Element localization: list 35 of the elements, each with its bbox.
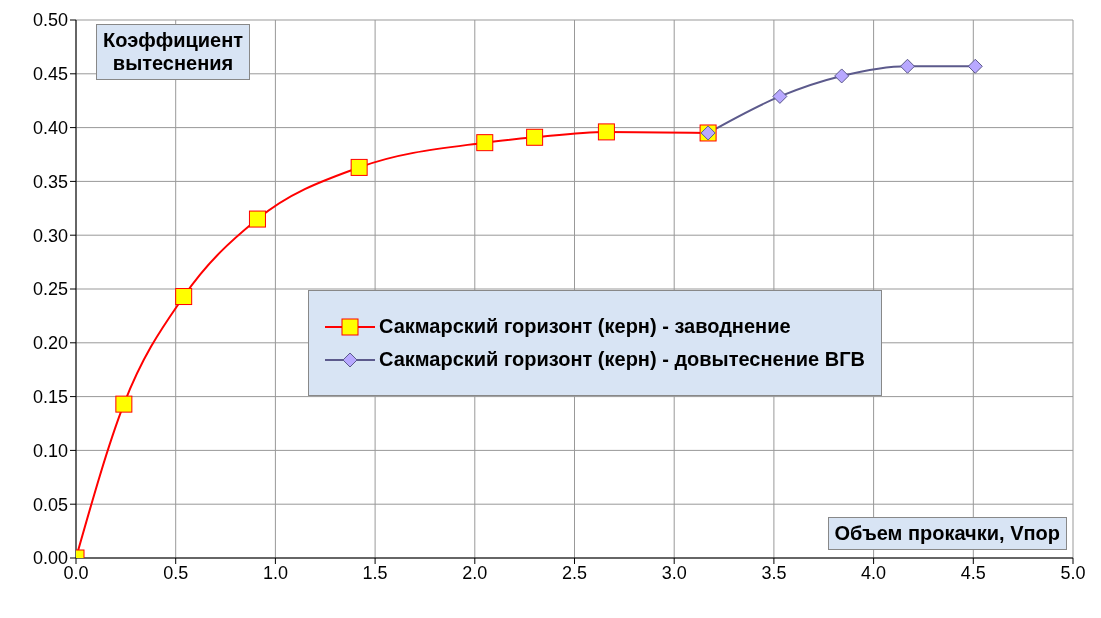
legend-label: Сакмарский горизонт (керн) - заводнение (379, 315, 791, 338)
x-tick-label: 1.0 (262, 562, 288, 583)
y-axis-title: Коэффициент вытеснения (103, 29, 244, 75)
y-tick-label: 0.45 (32, 64, 68, 85)
x-tick-label: 3.5 (761, 562, 787, 583)
x-tick-label: 4.5 (960, 562, 986, 583)
point (597, 123, 615, 141)
x-tick-label: 0.5 (163, 562, 189, 583)
point (967, 58, 983, 74)
y-tick-label: 0.20 (32, 333, 68, 354)
y-tick-label: 0.10 (32, 440, 68, 461)
x-tick-label: 5.0 (1060, 562, 1086, 583)
y-tick-label: 0.05 (32, 494, 68, 515)
y-tick-label: 0.30 (32, 225, 68, 246)
point (900, 58, 915, 74)
point (834, 68, 850, 84)
point (175, 288, 193, 306)
x-tick-label: 2.0 (462, 562, 488, 583)
x-tick-label: 3.0 (661, 562, 687, 583)
y-tick-label: 0.50 (32, 10, 68, 31)
point (526, 128, 544, 146)
y-tick-label: 0.35 (32, 171, 68, 192)
y-tick-label: 0.25 (32, 279, 68, 300)
point (350, 158, 368, 176)
point (476, 134, 494, 152)
point (772, 88, 788, 104)
legend-label: Сакмарский горизонт (керн) - довытеснение ВГВ (379, 348, 865, 371)
x-tick-label: 2.5 (561, 562, 588, 583)
x-tick-label: 4.0 (861, 562, 887, 583)
point (115, 395, 133, 413)
x-axis-title: Объем прокачки, Vпор (827, 517, 1067, 550)
point (248, 210, 266, 228)
x-tick-label: 1.5 (362, 562, 388, 583)
y-tick-label: 0.40 (32, 117, 68, 138)
y-tick-label: 0.15 (32, 386, 68, 407)
